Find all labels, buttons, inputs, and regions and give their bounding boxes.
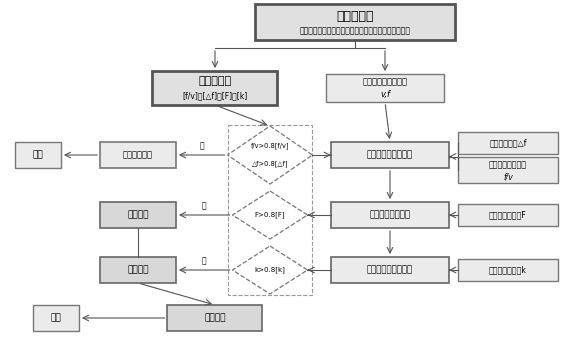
Text: [f/v]、[△f]、[F]、[k]: [f/v]、[△f]、[F]、[k] [182, 91, 248, 101]
Text: 振动加速度、里程计、数据采集单元、显示与分析模块: 振动加速度、里程计、数据采集单元、显示与分析模块 [300, 27, 411, 35]
Bar [458, 132, 558, 154]
Text: 列车运行时数据采集: 列车运行时数据采集 [363, 77, 407, 87]
Bar [100, 142, 176, 168]
Polygon shape [232, 246, 308, 294]
Bar [33, 305, 79, 331]
Text: 每公里不平顺值k: 每公里不平顺值k [489, 266, 527, 275]
Text: 检修: 检修 [51, 313, 61, 323]
Text: 车载终端提醒: 车载终端提醒 [123, 150, 153, 160]
Text: 是: 是 [202, 256, 206, 265]
Bar [331, 202, 449, 228]
Text: 是: 是 [202, 201, 206, 210]
Text: F>0.8[F]: F>0.8[F] [255, 212, 285, 218]
Text: 标准数据库: 标准数据库 [198, 76, 232, 86]
Text: 是: 是 [200, 141, 204, 150]
Text: 每接头不平顺性评价: 每接头不平顺性评价 [367, 150, 413, 160]
Bar [326, 74, 444, 102]
Bar [331, 257, 449, 283]
Text: 每公里不平顺性评价: 每公里不平顺性评价 [367, 266, 413, 275]
Text: v,f: v,f [380, 89, 390, 99]
Bar [458, 157, 558, 183]
Text: 传感器安装: 传感器安装 [336, 10, 374, 23]
Text: f/v>0.8[f/v]: f/v>0.8[f/v] [251, 143, 289, 149]
Bar [228, 125, 312, 295]
Text: 每接头倾斜值△f: 每接头倾斜值△f [489, 138, 527, 148]
Bar [458, 204, 558, 226]
Text: 每段不平顺性评价: 每段不平顺性评价 [370, 210, 411, 220]
Text: 后台提醒: 后台提醒 [127, 266, 149, 275]
Bar [331, 142, 449, 168]
Bar [15, 142, 61, 168]
Bar [153, 71, 277, 105]
Text: 每段纵向倾斜度F: 每段纵向倾斜度F [489, 210, 527, 220]
Text: 每接头振幅速度比: 每接头振幅速度比 [489, 161, 527, 169]
Polygon shape [232, 191, 308, 239]
Bar [168, 305, 263, 331]
Bar [100, 202, 176, 228]
Polygon shape [228, 126, 312, 184]
Text: k>0.8[k]: k>0.8[k] [255, 267, 285, 273]
Bar [458, 259, 558, 281]
Text: △f>0.8[△f]: △f>0.8[△f] [252, 161, 288, 167]
Text: 降速: 降速 [33, 150, 43, 160]
Text: 后台提醒: 后台提醒 [127, 210, 149, 220]
Text: f/v: f/v [503, 173, 513, 181]
Text: 生成报表: 生成报表 [204, 313, 226, 323]
Bar [100, 257, 176, 283]
Bar [255, 4, 455, 40]
